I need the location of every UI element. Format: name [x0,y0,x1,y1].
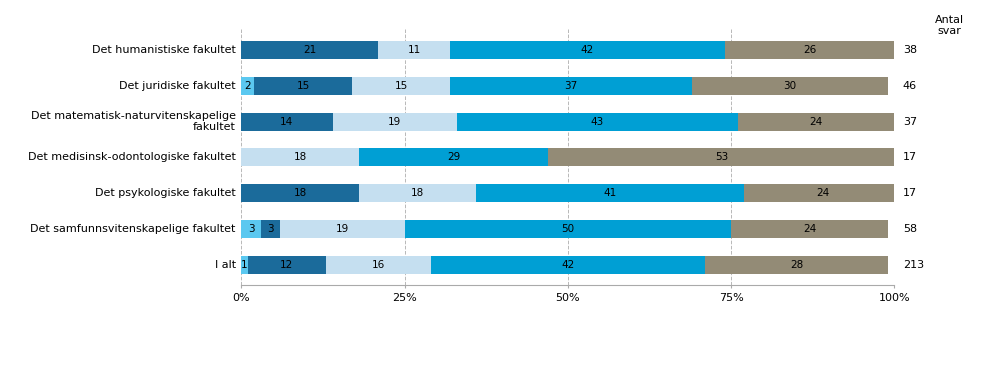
Text: 28: 28 [790,260,803,270]
Text: 38: 38 [902,45,917,55]
Text: 24: 24 [809,116,823,127]
Bar [247,256,327,274]
Bar [327,256,431,274]
Bar [241,184,359,202]
Text: 17: 17 [902,152,917,163]
Text: 15: 15 [296,81,310,91]
Bar [732,220,888,238]
Text: 42: 42 [561,260,575,270]
Bar [450,77,692,95]
Text: 50: 50 [561,224,575,234]
Text: 18: 18 [411,188,424,198]
Text: 37: 37 [565,81,578,91]
Bar [706,256,888,274]
Text: 213: 213 [902,260,924,270]
Text: 37: 37 [902,116,917,127]
Bar [254,77,353,95]
Text: 21: 21 [304,45,317,55]
Text: 29: 29 [447,152,460,163]
Text: 30: 30 [783,81,797,91]
Bar [476,184,744,202]
Text: Antal
svar: Antal svar [936,15,964,36]
Bar [744,184,900,202]
Text: 12: 12 [280,260,293,270]
Bar [359,149,549,166]
Text: 18: 18 [293,188,307,198]
Text: 53: 53 [715,152,728,163]
Text: 17: 17 [902,188,917,198]
Text: 18: 18 [293,152,307,163]
Text: 1: 1 [241,260,248,270]
Bar [359,184,476,202]
Text: 42: 42 [581,45,594,55]
Text: 41: 41 [604,188,617,198]
Bar [692,77,888,95]
Text: 58: 58 [902,224,917,234]
Bar [280,220,404,238]
Bar [241,41,378,59]
Bar [456,113,738,131]
Bar [241,220,261,238]
Text: 3: 3 [247,224,254,234]
Bar [378,41,450,59]
Bar [353,77,450,95]
Text: 24: 24 [816,188,829,198]
Bar [241,149,359,166]
Text: 3: 3 [267,224,274,234]
Bar [404,220,732,238]
Bar [549,149,894,166]
Text: 16: 16 [372,260,385,270]
Bar [241,256,247,274]
Text: 26: 26 [803,45,816,55]
Bar [241,113,333,131]
Text: 15: 15 [395,81,408,91]
Text: 14: 14 [280,116,293,127]
Text: 19: 19 [336,224,349,234]
Bar [450,41,725,59]
Bar [261,220,280,238]
Text: 19: 19 [388,116,401,127]
Bar [725,41,894,59]
Bar [241,77,254,95]
Text: 24: 24 [803,224,816,234]
Legend: Ikke i det hele tatt, Ikke i særlig stor grad, Nøytral, I ganske stor grad, I ve: Ikke i det hele tatt, Ikke i særlig stor… [278,363,857,366]
Text: 43: 43 [591,116,604,127]
Text: 2: 2 [244,81,251,91]
Bar [738,113,894,131]
Text: 11: 11 [408,45,421,55]
Text: 46: 46 [902,81,917,91]
Bar [333,113,456,131]
Bar [430,256,706,274]
